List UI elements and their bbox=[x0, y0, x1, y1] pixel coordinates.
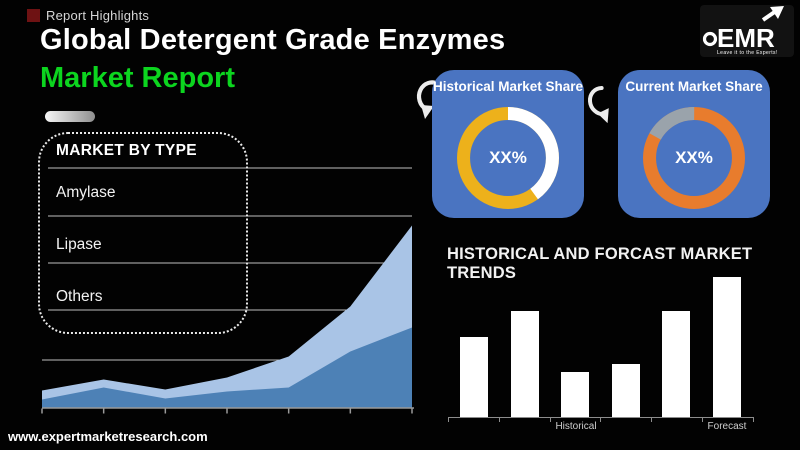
historical-market-share-card: Historical Market Share XX% bbox=[432, 70, 584, 218]
market-by-type-title: MARKET BY TYPE bbox=[56, 142, 197, 159]
logo-arrowhead-icon bbox=[770, 6, 784, 19]
bar-axis-tick bbox=[448, 418, 449, 422]
bar-axis-tick bbox=[549, 418, 551, 422]
emr-logo-graphic: EMR Leave it to the Experts! bbox=[702, 6, 784, 56]
donut-center-value: XX% bbox=[489, 148, 527, 167]
donut-center-value: XX% bbox=[675, 148, 713, 167]
bar-axis-tick bbox=[600, 418, 602, 422]
donut-card-title: Historical Market Share bbox=[432, 79, 584, 94]
bullet-square-icon bbox=[27, 9, 40, 22]
current-market-share-card: Current Market Share XX% bbox=[618, 70, 770, 218]
list-item-amylase: Amylase bbox=[56, 184, 116, 201]
donut-ring bbox=[457, 107, 559, 209]
bar-5 bbox=[713, 277, 741, 417]
emr-logo: EMR Leave it to the Experts! bbox=[700, 5, 794, 57]
bar-label-historical: Historical bbox=[555, 421, 597, 432]
bar-label-forecast: Forecast bbox=[707, 421, 747, 432]
trends-bar-chart bbox=[448, 277, 753, 417]
bar-chart-axis bbox=[448, 417, 754, 418]
trends-title: HISTORICAL AND FORCAST MARKET TRENDS bbox=[447, 245, 753, 282]
logo-tagline: Leave it to the Experts! bbox=[717, 50, 778, 56]
bar-1 bbox=[510, 311, 539, 417]
logo-text: EMR bbox=[717, 23, 775, 53]
bar-2 bbox=[561, 372, 590, 417]
logo-ring-icon bbox=[702, 31, 718, 47]
bar-3 bbox=[611, 364, 640, 417]
title-underline-pill bbox=[45, 111, 95, 122]
bar-axis-tick bbox=[651, 418, 653, 422]
eyebrow-label: Report Highlights bbox=[46, 8, 150, 23]
bar-axis-tick bbox=[752, 418, 754, 422]
footer-website-link[interactable]: www.expertmarketresearch.com bbox=[8, 429, 208, 444]
bar-4 bbox=[662, 311, 691, 417]
donut-card-title: Current Market Share bbox=[625, 79, 763, 94]
page-title-line2: Market Report bbox=[40, 62, 235, 94]
bar-0 bbox=[460, 337, 488, 417]
donut-ring bbox=[643, 107, 745, 209]
list-item-others: Others bbox=[56, 288, 103, 305]
bar-axis-tick bbox=[702, 418, 703, 422]
bar-axis-tick bbox=[498, 418, 500, 422]
historical-donut-chart: XX% bbox=[450, 100, 566, 216]
page-title-line1: Global Detergent Grade Enzymes bbox=[40, 24, 506, 56]
curved-arrow-icon bbox=[588, 86, 609, 124]
current-donut-chart: XX% bbox=[636, 100, 752, 216]
list-item-lipase: Lipase bbox=[56, 236, 102, 253]
market-by-type-box bbox=[38, 132, 248, 334]
